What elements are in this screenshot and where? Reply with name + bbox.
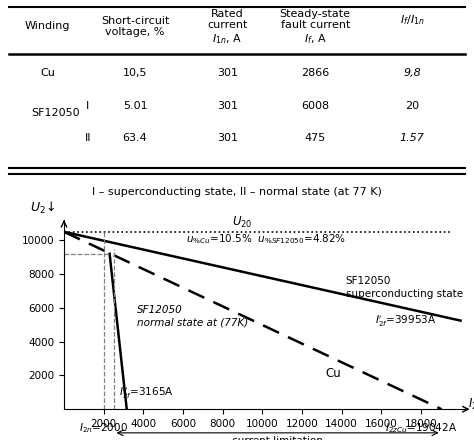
Text: II: II: [84, 133, 91, 143]
Text: $U_2$↓: $U_2$↓: [30, 200, 55, 216]
Text: 475: 475: [305, 133, 326, 143]
Text: 20: 20: [405, 101, 419, 110]
Text: $u_{\%Cu}$=10.5%  $u_{\%SF12050}$=4.82%: $u_{\%Cu}$=10.5% $u_{\%SF12050}$=4.82%: [186, 232, 346, 246]
Text: Steady-state
fault current
$I_f$, A: Steady-state fault current $I_f$, A: [280, 9, 351, 46]
Text: 301: 301: [217, 133, 238, 143]
Text: $U_{20}$: $U_{20}$: [232, 215, 253, 230]
Text: Cu: Cu: [40, 68, 55, 78]
Text: Cu: Cu: [326, 367, 341, 380]
Text: $I_{2n}$=2000: $I_{2n}$=2000: [79, 421, 128, 435]
Text: 301: 301: [217, 68, 238, 78]
Text: $I_{2f}'$=39953A: $I_{2f}'$=39953A: [375, 314, 437, 329]
Text: SF12050
superconducting state: SF12050 superconducting state: [346, 276, 463, 299]
Text: 5.01: 5.01: [123, 101, 147, 110]
Text: 301: 301: [217, 101, 238, 110]
Text: $I_2$: $I_2$: [468, 396, 474, 412]
Text: $I_{2zCu}$=19042A: $I_{2zCu}$=19042A: [385, 421, 457, 435]
Text: Winding: Winding: [25, 22, 70, 31]
Text: 1.57: 1.57: [400, 133, 425, 143]
Text: I – superconducting state, II – normal state (at 77 K): I – superconducting state, II – normal s…: [92, 187, 382, 197]
Text: 9,8: 9,8: [403, 68, 421, 78]
Text: Rated
current
$I_{1n}$, A: Rated current $I_{1n}$, A: [207, 9, 248, 46]
Text: 6008: 6008: [301, 101, 329, 110]
Text: I: I: [86, 101, 89, 110]
Text: $I_f/I_{1n}$: $I_f/I_{1n}$: [400, 13, 425, 27]
Text: current limitation: current limitation: [232, 436, 323, 440]
Text: 63.4: 63.4: [123, 133, 147, 143]
Text: $I_{2f}''$=3165A: $I_{2f}''$=3165A: [118, 385, 173, 401]
Text: SF12050
normal state at (77K): SF12050 normal state at (77K): [137, 305, 248, 327]
Text: SF12050: SF12050: [31, 108, 80, 118]
Text: Short-circuit
voltage, %: Short-circuit voltage, %: [101, 15, 169, 37]
Text: 2866: 2866: [301, 68, 329, 78]
Text: 10,5: 10,5: [123, 68, 147, 78]
